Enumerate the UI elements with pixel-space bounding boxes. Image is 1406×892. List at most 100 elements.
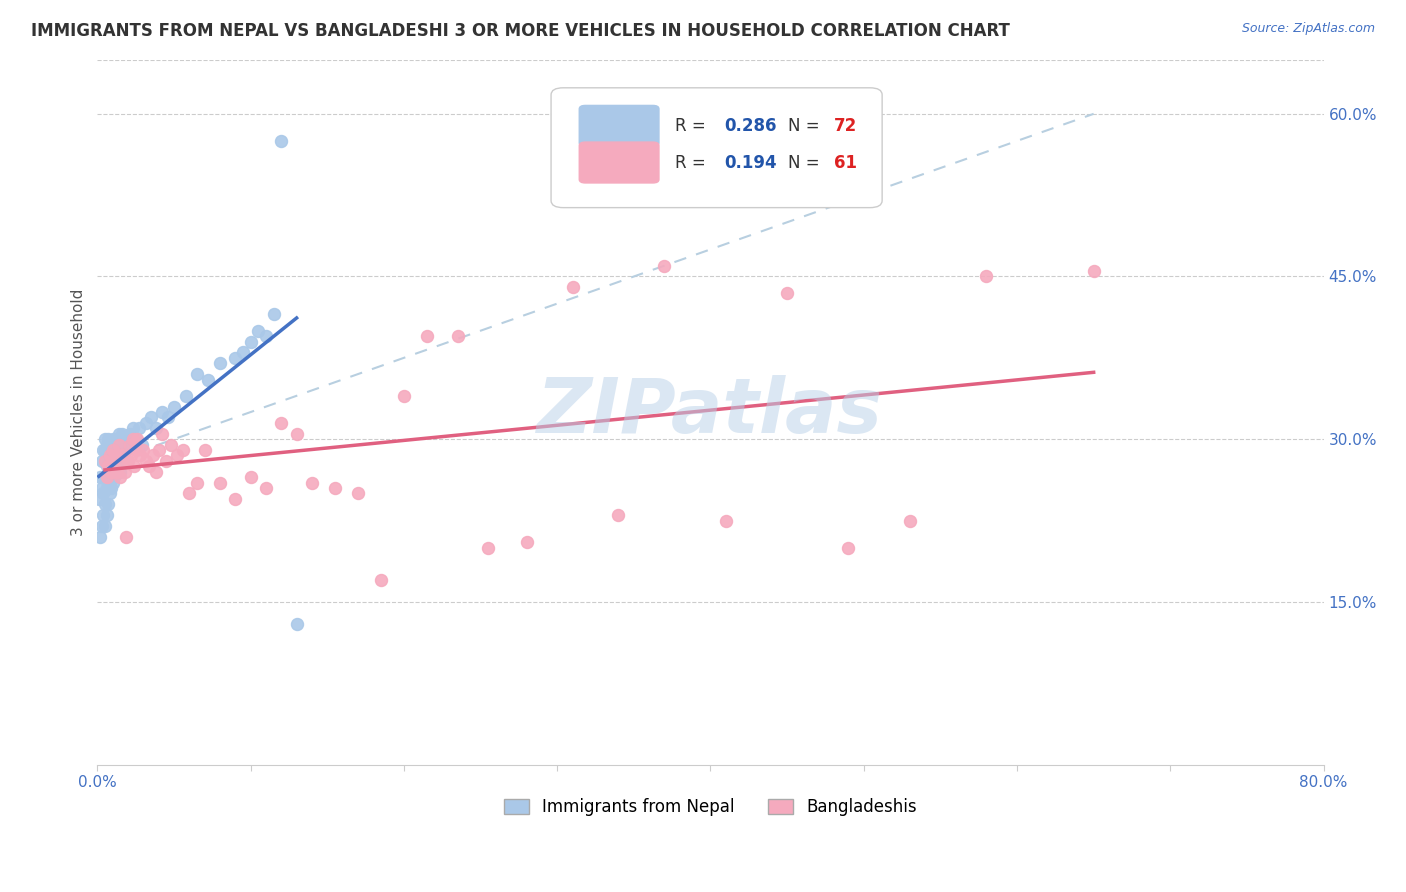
Point xyxy=(98,486,121,500)
Point xyxy=(91,519,114,533)
Point xyxy=(110,470,132,484)
Point xyxy=(160,437,183,451)
Y-axis label: 3 or more Vehicles in Household: 3 or more Vehicles in Household xyxy=(72,288,86,536)
Point xyxy=(112,442,135,457)
Point xyxy=(89,470,111,484)
Point xyxy=(561,280,583,294)
Point xyxy=(224,351,246,365)
Point xyxy=(837,541,859,555)
Point xyxy=(111,426,134,441)
Point xyxy=(110,437,132,451)
Point xyxy=(103,442,125,457)
Point xyxy=(714,514,737,528)
Point xyxy=(111,454,134,468)
Point xyxy=(117,437,139,451)
Point xyxy=(186,475,208,490)
Point xyxy=(239,334,262,349)
Point xyxy=(166,449,188,463)
Point xyxy=(129,449,152,463)
Point xyxy=(105,459,128,474)
Point xyxy=(108,426,131,441)
Point xyxy=(263,308,285,322)
Point xyxy=(135,416,157,430)
Point xyxy=(515,535,537,549)
Point xyxy=(98,465,121,479)
Point xyxy=(163,400,186,414)
Point xyxy=(247,324,270,338)
Point xyxy=(94,442,117,457)
Point xyxy=(323,481,346,495)
Point xyxy=(110,465,132,479)
Point xyxy=(898,514,921,528)
Text: IMMIGRANTS FROM NEPAL VS BANGLADESHI 3 OR MORE VEHICLES IN HOUSEHOLD CORRELATION: IMMIGRANTS FROM NEPAL VS BANGLADESHI 3 O… xyxy=(31,22,1010,40)
Point xyxy=(91,454,114,468)
Point xyxy=(97,475,120,490)
FancyBboxPatch shape xyxy=(579,142,659,183)
Point xyxy=(118,437,141,451)
Point xyxy=(654,259,676,273)
Point xyxy=(94,470,117,484)
Point xyxy=(156,410,179,425)
Point xyxy=(239,470,262,484)
FancyBboxPatch shape xyxy=(579,105,659,146)
FancyBboxPatch shape xyxy=(551,87,882,208)
Point xyxy=(94,454,117,468)
Point xyxy=(91,481,114,495)
Point xyxy=(224,491,246,506)
Point xyxy=(96,470,118,484)
Point xyxy=(108,454,131,468)
Legend: Immigrants from Nepal, Bangladeshis: Immigrants from Nepal, Bangladeshis xyxy=(503,798,917,816)
Point xyxy=(111,449,134,463)
Point xyxy=(138,459,160,474)
Point xyxy=(94,497,117,511)
Text: R =: R = xyxy=(675,153,711,171)
Text: Source: ZipAtlas.com: Source: ZipAtlas.com xyxy=(1241,22,1375,36)
Point xyxy=(121,421,143,435)
Point xyxy=(194,442,217,457)
Point xyxy=(150,405,173,419)
Point xyxy=(96,481,118,495)
Point xyxy=(121,432,143,446)
Point xyxy=(96,437,118,451)
Point xyxy=(118,426,141,441)
Point xyxy=(100,437,122,451)
Point xyxy=(148,442,170,457)
Point xyxy=(124,432,146,446)
Point xyxy=(101,475,124,490)
Point xyxy=(87,491,110,506)
Point xyxy=(208,475,231,490)
Point xyxy=(96,508,118,522)
Point xyxy=(122,459,145,474)
Point xyxy=(94,432,117,446)
Point xyxy=(446,329,468,343)
Text: 72: 72 xyxy=(834,117,858,135)
Text: 61: 61 xyxy=(834,153,858,171)
Point xyxy=(93,508,115,522)
Point xyxy=(114,432,136,446)
Point xyxy=(172,442,194,457)
Point xyxy=(112,454,135,468)
Point xyxy=(186,367,208,381)
Point xyxy=(103,459,125,474)
Point xyxy=(117,454,139,468)
Point xyxy=(101,454,124,468)
Point xyxy=(174,389,197,403)
Point xyxy=(115,530,138,544)
Point xyxy=(285,426,308,441)
Point xyxy=(101,432,124,446)
Point xyxy=(150,426,173,441)
Point xyxy=(370,573,392,587)
Point xyxy=(93,470,115,484)
Point xyxy=(104,465,127,479)
Text: N =: N = xyxy=(787,117,824,135)
Point xyxy=(232,345,254,359)
Point xyxy=(254,481,277,495)
Point xyxy=(270,416,292,430)
Point xyxy=(97,459,120,474)
Text: R =: R = xyxy=(675,117,711,135)
Point xyxy=(97,432,120,446)
Point xyxy=(100,465,122,479)
Point xyxy=(100,459,122,474)
Point xyxy=(100,481,122,495)
Text: ZIPatlas: ZIPatlas xyxy=(537,375,883,449)
